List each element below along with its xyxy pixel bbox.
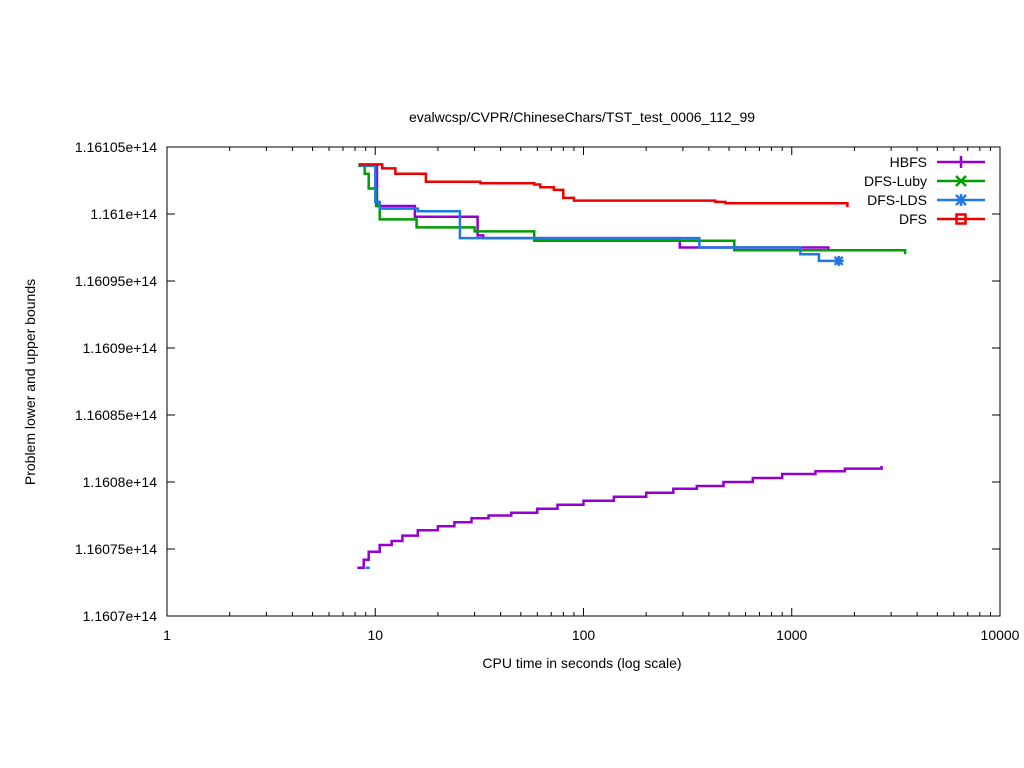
series-hbfs-upper — [359, 164, 835, 252]
series-dfs-lds-end-marker — [833, 255, 844, 266]
legend-label-dfs-luby: DFS-Luby — [864, 173, 927, 189]
series-dfs-luby-upper — [358, 164, 907, 255]
y-axis-title: Problem lower and upper bounds — [22, 279, 38, 485]
y-tick-label: 1.16085e+14 — [75, 407, 157, 423]
x-axis-title: CPU time in seconds (log scale) — [482, 655, 681, 671]
y-tick-label: 1.16105e+14 — [75, 139, 157, 155]
plot-frame — [166, 146, 1001, 617]
chart-title: evalwcsp/CVPR/ChineseChars/TST_test_0006… — [409, 109, 755, 125]
legend-marker-dfs — [955, 213, 967, 225]
legend-marker-dfs-lds — [955, 194, 967, 206]
tick-layer: 1.1607e+14 1.16075e+14 1.1608e+14 1.16085e+… — [75, 139, 1020, 643]
series-hbfs-lower — [357, 465, 883, 570]
marker-stroke — [955, 213, 967, 225]
y-tick-label: 1.161e+14 — [90, 206, 157, 222]
x-tick-label: 1000 — [776, 627, 807, 643]
y-tick-label: 1.1608e+14 — [83, 474, 158, 490]
marker-stroke — [833, 256, 844, 266]
y-tick-label: 1.1609e+14 — [83, 340, 158, 356]
x-tick-label: 10000 — [981, 627, 1020, 643]
x-tick-label: 100 — [572, 627, 596, 643]
legend-label-dfs-lds: DFS-LDS — [867, 192, 927, 208]
series-layer — [357, 163, 907, 570]
x-tick-label: 1 — [163, 627, 171, 643]
y-tick-label: 1.16075e+14 — [75, 541, 157, 557]
legend-label-hbfs: HBFS — [890, 154, 927, 170]
legend-marker-dfs-luby — [955, 175, 967, 187]
marker-stroke — [955, 175, 967, 187]
y-tick-label: 1.1607e+14 — [83, 608, 158, 624]
series-dfs-lds-upper — [360, 164, 840, 263]
y-tick-label: 1.16095e+14 — [75, 273, 157, 289]
legend-label-dfs: DFS — [899, 211, 927, 227]
legend: HBFS DFS-Luby DFS-LDS DFS — [864, 154, 985, 227]
series-dfs-upper — [358, 163, 849, 208]
x-tick-label: 10 — [367, 627, 383, 643]
